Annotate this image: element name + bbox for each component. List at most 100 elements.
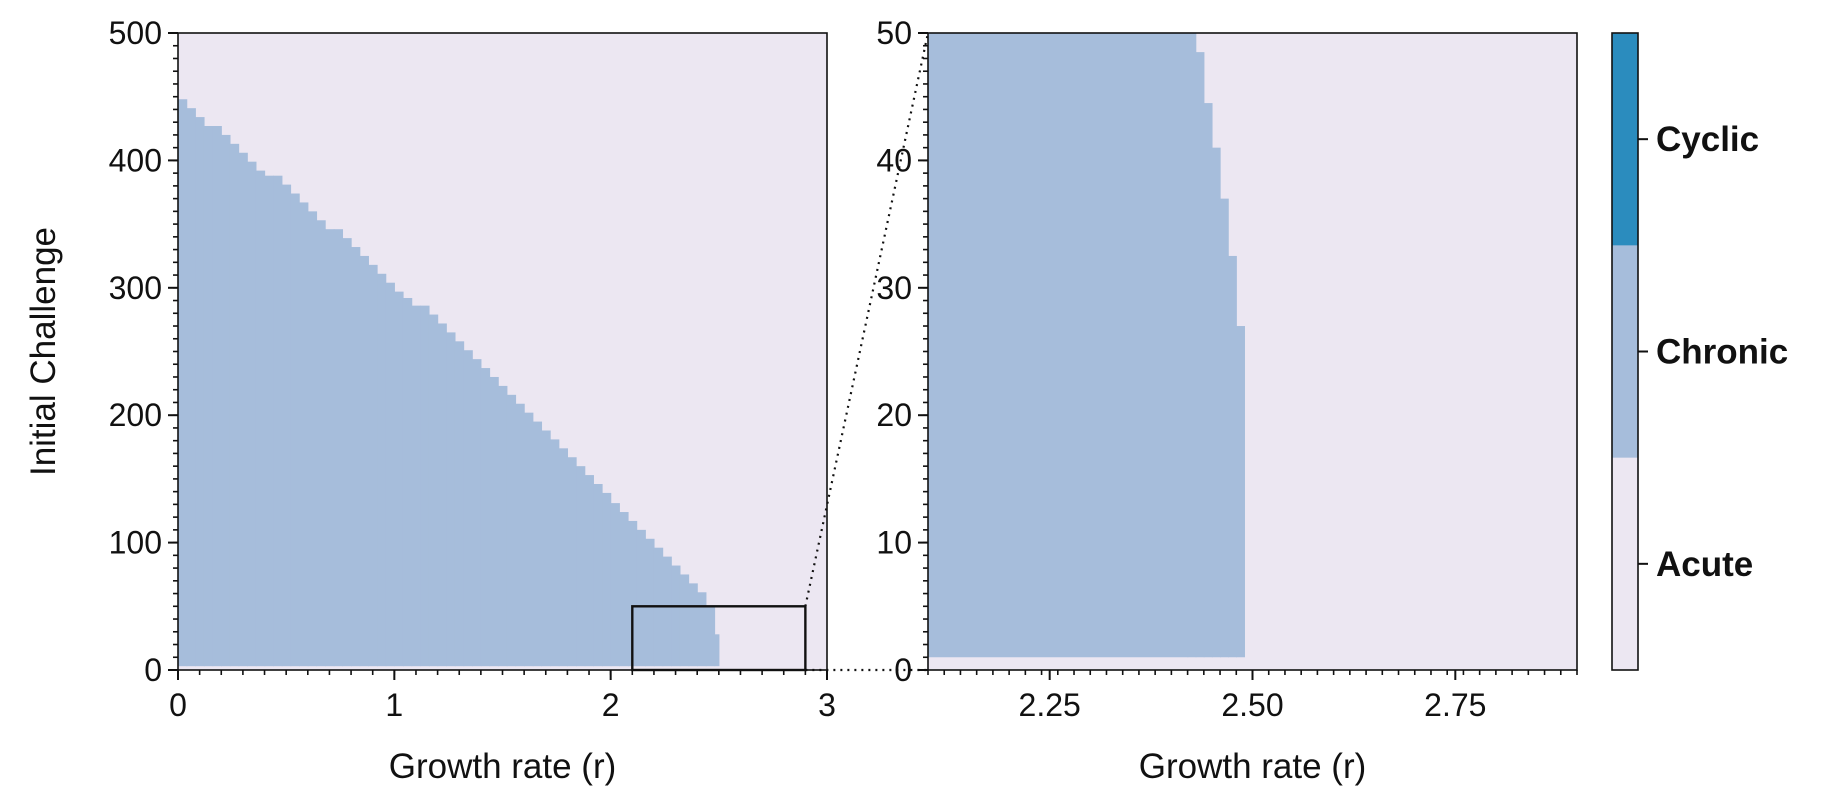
zoom-region-cell bbox=[1187, 33, 1197, 658]
main-region-cell bbox=[299, 202, 309, 667]
main-y-tick-label: 0 bbox=[144, 652, 162, 688]
main-region-cell bbox=[428, 314, 439, 667]
zoom-panel: 2.25 2.50 2.75 0 10 20 30 40 50 Growth rate (r) bbox=[876, 15, 1578, 786]
main-ticks bbox=[168, 32, 828, 680]
main-axes-frame bbox=[177, 32, 828, 671]
main-region-cell bbox=[264, 175, 274, 667]
main-region-cell bbox=[307, 211, 318, 667]
main-region-cell bbox=[627, 520, 638, 667]
main-region-cell bbox=[351, 247, 361, 667]
main-region-cell bbox=[454, 341, 465, 667]
main-region-cell bbox=[377, 273, 387, 667]
zoom-region-cell bbox=[928, 33, 1189, 658]
main-region-cell bbox=[662, 556, 672, 667]
main-region-cell bbox=[679, 574, 690, 667]
main-region-cell bbox=[558, 448, 568, 667]
main-region-cell bbox=[411, 305, 421, 667]
main-region-cell bbox=[472, 359, 482, 667]
zoom-y-tick-label: 30 bbox=[876, 270, 912, 306]
main-region-cell bbox=[489, 376, 499, 667]
zoom-region-cell bbox=[1195, 52, 1205, 658]
zoom-x-tick-label: 2.75 bbox=[1424, 687, 1486, 723]
main-region-cell bbox=[420, 305, 430, 667]
main-y-tick-label: 400 bbox=[109, 142, 162, 178]
main-region-cell bbox=[195, 117, 205, 667]
main-region-cell bbox=[359, 255, 369, 667]
main-region-cell bbox=[550, 439, 560, 667]
zoom-axes-frame bbox=[927, 32, 1578, 671]
main-region-cell bbox=[688, 583, 698, 667]
main-region-cell bbox=[697, 592, 707, 667]
main-region-cell bbox=[576, 466, 586, 667]
main-region-cell bbox=[290, 193, 300, 667]
main-y-axis-label: Initial Challenge bbox=[24, 227, 63, 476]
colorbar-label-cyclic: Cyclic bbox=[1656, 120, 1759, 159]
zoom-ticks bbox=[918, 32, 1578, 680]
main-region-cell bbox=[316, 220, 326, 667]
main-region-cell bbox=[567, 457, 577, 667]
zoom-region-cell bbox=[1228, 255, 1237, 658]
main-y-tick-label: 300 bbox=[109, 270, 162, 306]
colorbar-segment-cyclic bbox=[1612, 33, 1638, 246]
zoom-y-tick-label: 0 bbox=[894, 652, 912, 688]
main-region-cell bbox=[532, 421, 543, 667]
main-region-cell bbox=[281, 184, 292, 667]
zoom-inset-box bbox=[631, 605, 807, 672]
main-region-cell bbox=[506, 394, 517, 667]
main-region-cell bbox=[541, 430, 551, 667]
zoom-x-tick-label: 2.25 bbox=[1019, 687, 1081, 723]
main-region-cell bbox=[368, 264, 378, 667]
main-region-cell bbox=[342, 238, 352, 667]
main-region-cell bbox=[515, 403, 525, 667]
main-region-cell bbox=[584, 475, 594, 667]
main-region-cell bbox=[247, 161, 257, 667]
main-region-cell bbox=[178, 99, 188, 667]
main-x-tick-label: 0 bbox=[169, 687, 187, 723]
main-region-cell bbox=[238, 152, 248, 667]
main-region-cell bbox=[480, 368, 491, 667]
main-x-tick-label: 1 bbox=[385, 687, 403, 723]
main-region-cell bbox=[273, 175, 283, 667]
main-region-cell bbox=[610, 503, 620, 667]
main-region-cell bbox=[446, 332, 456, 667]
main-region-chronic bbox=[178, 99, 720, 667]
main-region-cell bbox=[394, 291, 404, 667]
main-region-cell bbox=[645, 538, 655, 667]
main-region-cell bbox=[229, 143, 240, 667]
zoom-x-tick-label: 2.50 bbox=[1221, 687, 1283, 723]
main-region-cell bbox=[593, 483, 603, 667]
main-region-cell bbox=[524, 412, 534, 667]
main-region-cell bbox=[221, 134, 231, 667]
colorbar-label-chronic: Chronic bbox=[1656, 333, 1788, 372]
main-region-cell bbox=[333, 229, 344, 667]
colorbar-segment-acute bbox=[1612, 457, 1638, 671]
main-y-tick-label: 100 bbox=[109, 525, 162, 561]
main-region-cell bbox=[437, 323, 447, 667]
main-region-cell bbox=[671, 565, 681, 667]
main-y-tick-label: 500 bbox=[109, 15, 162, 51]
main-region-cell bbox=[255, 170, 266, 667]
main-region-cell bbox=[705, 606, 716, 667]
colorbar: Cyclic Chronic Acute bbox=[1611, 32, 1788, 671]
main-region-cell bbox=[619, 512, 629, 667]
zoom-y-tick-label: 20 bbox=[876, 397, 912, 433]
main-region-cell bbox=[463, 350, 473, 667]
main-region-cell bbox=[385, 282, 395, 667]
main-x-tick-label: 2 bbox=[602, 687, 620, 723]
main-region-cell bbox=[714, 634, 720, 667]
main-region-cell bbox=[203, 126, 214, 667]
main-x-axis-label: Growth rate (r) bbox=[389, 747, 617, 786]
zoom-region-cell bbox=[1236, 326, 1245, 658]
zoom-region-chronic bbox=[928, 33, 1245, 658]
main-region-cell bbox=[186, 108, 196, 667]
zoom-region-cell bbox=[1211, 147, 1221, 658]
zoom-y-tick-label: 50 bbox=[876, 15, 912, 51]
main-y-tick-label: 200 bbox=[109, 397, 162, 433]
main-region-cell bbox=[402, 297, 413, 667]
main-panel: 0 1 2 3 0 100 200 300 400 500 Growth rate (r) Initi… bbox=[24, 15, 836, 786]
main-region-cell bbox=[212, 126, 222, 667]
colorbar-segment-chronic bbox=[1612, 245, 1638, 459]
zoom-region-cell bbox=[1203, 103, 1213, 658]
main-x-tick-label: 3 bbox=[818, 687, 836, 723]
